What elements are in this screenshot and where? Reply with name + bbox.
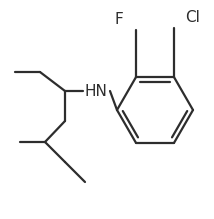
Text: HN: HN (85, 83, 107, 99)
Text: Cl: Cl (186, 11, 201, 25)
Text: F: F (115, 12, 123, 28)
